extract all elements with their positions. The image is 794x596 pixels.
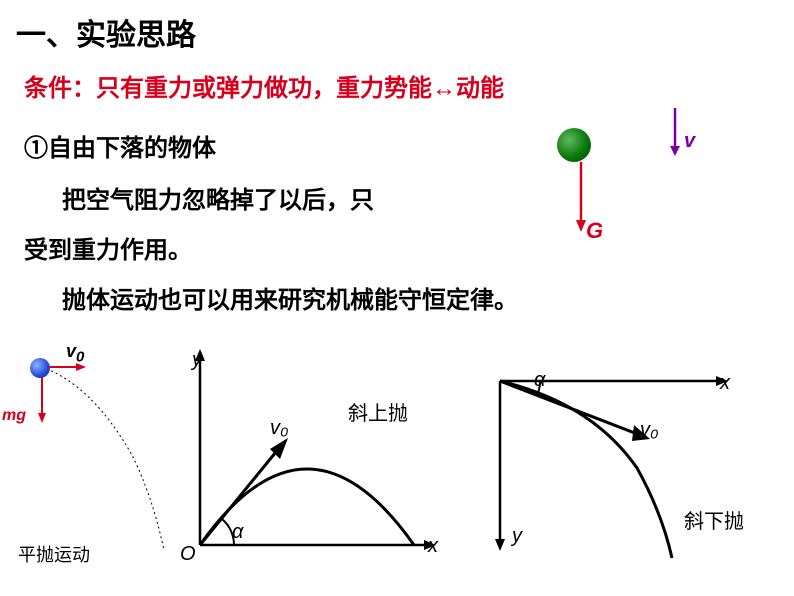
v0-small-label: v0 bbox=[66, 341, 84, 366]
body-line-2: 受到重力作用。 bbox=[24, 230, 192, 265]
x-axis-label-down: x bbox=[720, 372, 730, 395]
flat-throw-label: 平抛运动 bbox=[18, 541, 90, 567]
v0-label-down: v₀ bbox=[640, 419, 658, 442]
condition-text: 条件：只有重力或弹力做功，重力势能↔动能 bbox=[24, 68, 504, 103]
oblique-up-diagram bbox=[162, 345, 452, 565]
x-axis-label-up: x bbox=[428, 535, 438, 558]
body-line-1: 把空气阻力忽略掉了以后，只 bbox=[62, 180, 374, 215]
alpha-label-up: α bbox=[232, 521, 243, 544]
origin-label-up: O bbox=[180, 543, 196, 566]
body-line-3: 抛体运动也可以用来研究机械能守恒定律。 bbox=[62, 280, 518, 315]
v0-label-up: v₀ bbox=[270, 417, 288, 440]
section-title: 一、实验思路 bbox=[16, 10, 196, 54]
y-axis-label-up: y bbox=[192, 349, 202, 372]
velocity-vector-icon bbox=[668, 108, 682, 158]
flat-throw-diagram bbox=[2, 325, 172, 555]
diagrams-region: v0 mg 平抛运动 y x v₀ α O 斜上抛 x y v₀ α 斜下抛 bbox=[0, 325, 794, 595]
down-throw-label: 斜下抛 bbox=[684, 505, 744, 534]
gravity-label: G bbox=[586, 218, 603, 244]
velocity-label: v bbox=[684, 130, 695, 153]
ball-green-icon bbox=[557, 128, 591, 162]
ball-blue-icon bbox=[30, 358, 50, 378]
alpha-label-down: α bbox=[534, 369, 545, 392]
point-one: ①自由下落的物体 bbox=[24, 128, 216, 163]
mg-label: mg bbox=[2, 407, 26, 425]
up-throw-label: 斜上抛 bbox=[348, 397, 408, 426]
y-axis-label-down: y bbox=[512, 525, 522, 548]
